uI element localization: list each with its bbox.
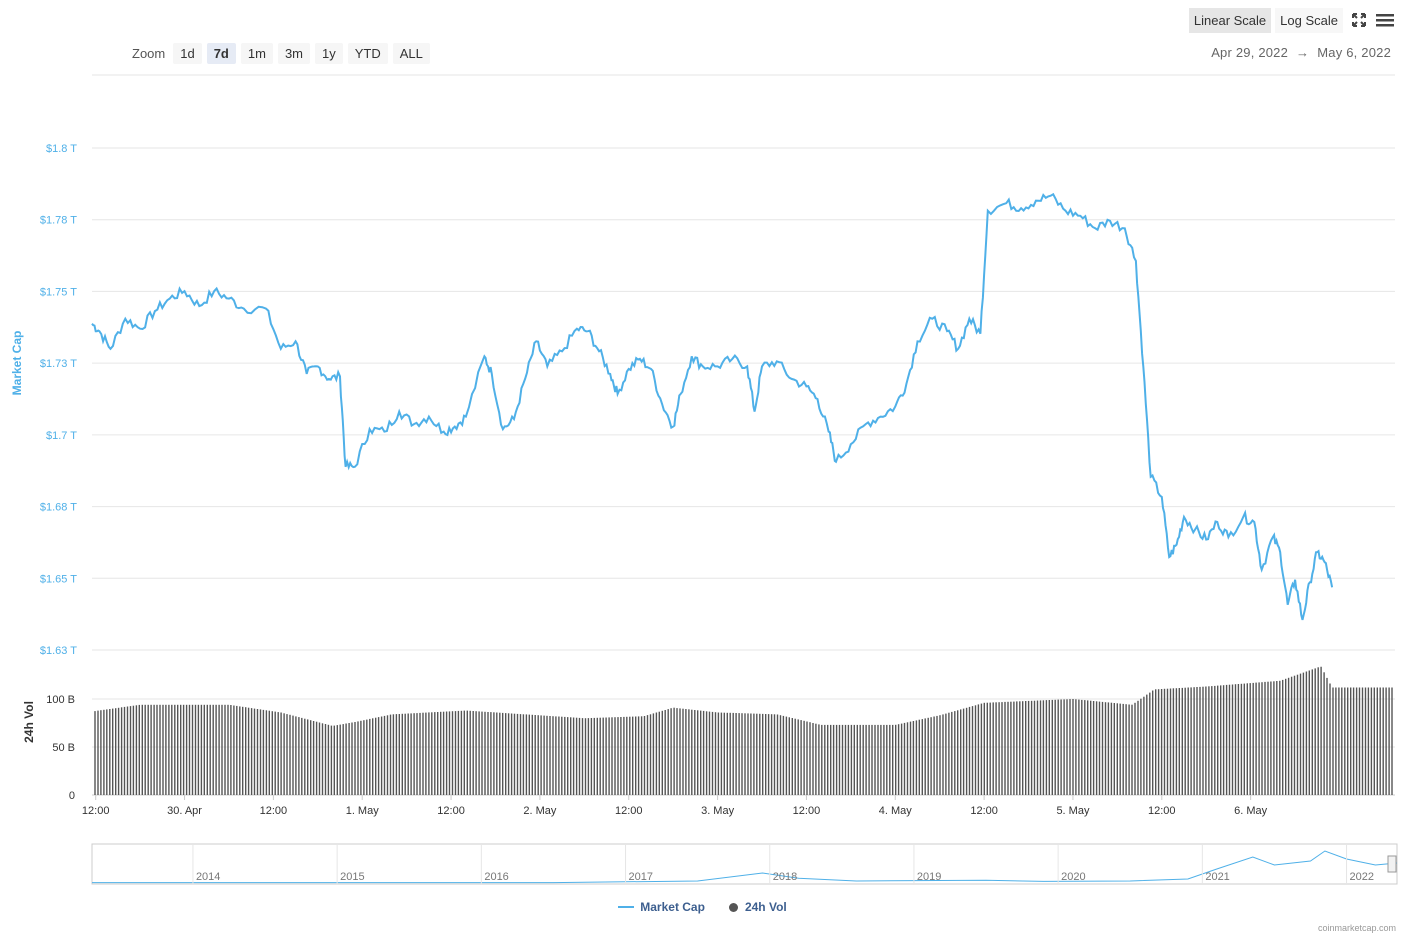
zoom-1d-button[interactable]: 1d xyxy=(173,42,202,64)
x-tick-label: 5. May xyxy=(1056,805,1090,817)
volume-tick-label: 50 B xyxy=(52,742,75,754)
volume-tick-label: 0 xyxy=(69,790,75,802)
linear-scale-button[interactable]: Linear Scale xyxy=(1188,7,1272,33)
scale-toolbar: Linear Scale Log Scale xyxy=(1185,7,1395,33)
market-cap-chart: $1.63 T $1.65 T $1.68 T $1.7 T $1.73 T $1.75 … xyxy=(10,74,1398,885)
volume-tick-label: 100 B xyxy=(46,694,75,706)
zoom-1y-button[interactable]: 1y xyxy=(315,42,343,64)
y-tick-label: $1.65 T xyxy=(40,573,77,585)
x-tick-label: 1. May xyxy=(346,805,380,817)
y-tick-label: $1.75 T xyxy=(40,286,77,298)
x-tick-label: 12:00 xyxy=(615,805,643,817)
volume-bars xyxy=(94,666,1393,795)
date-arrow: → xyxy=(1296,45,1310,60)
y-axis-label: Market Cap xyxy=(10,331,24,396)
navigator-handle[interactable] xyxy=(1387,855,1397,873)
zoom-label: Zoom xyxy=(132,45,166,61)
y-tick-label: $1.68 T xyxy=(40,502,77,514)
navigator-year-label: 2022 xyxy=(1350,871,1374,883)
x-tick-label: 12:00 xyxy=(437,805,465,817)
legend-24h-vol[interactable]: 24h Vol xyxy=(728,900,787,914)
market-cap-series-line xyxy=(91,192,1334,621)
y-tick-label: $1.73 T xyxy=(40,358,77,370)
legend-market-cap-swatch xyxy=(618,906,635,908)
x-tick-label: 12:00 xyxy=(1148,805,1176,817)
navigator-year-label: 2021 xyxy=(1205,871,1229,883)
x-tick-label: 2. May xyxy=(523,805,557,817)
legend-market-cap[interactable]: Market Cap xyxy=(618,900,705,914)
date-to[interactable]: May 6, 2022 xyxy=(1317,45,1391,60)
date-range: Apr 29, 2022 → May 6, 2022 xyxy=(1211,45,1391,60)
x-tick-label: 3. May xyxy=(701,805,735,817)
navigator-year-label: 2019 xyxy=(917,871,941,883)
navigator-line xyxy=(92,850,1398,884)
x-axis-ticks: 12:00 30. Apr 12:00 1. May 12:00 2. May 12:00 3… xyxy=(82,795,1268,817)
y-axis-ticks: $1.63 T $1.65 T $1.68 T $1.7 T $1.73 T $1.75 … xyxy=(40,143,77,657)
x-tick-label: 12:00 xyxy=(970,805,998,817)
navigator-year-label: 2016 xyxy=(484,871,508,883)
navigator[interactable]: 2014 2015 2016 2017 2018 2019 2020 2021 2022 xyxy=(91,843,1398,885)
navigator-year-label: 2018 xyxy=(773,871,797,883)
zoom-selector: Zoom 1d 7d 1m 3m 1y YTD ALL xyxy=(132,42,435,64)
y-tick-label: $1.78 T xyxy=(40,215,77,227)
x-tick-label: 12:00 xyxy=(82,805,110,817)
volume-axis-ticks: 0 50 B 100 B xyxy=(46,694,75,802)
x-tick-label: 12:00 xyxy=(793,805,821,817)
x-tick-label: 4. May xyxy=(879,805,913,817)
zoom-all-button[interactable]: ALL xyxy=(392,42,430,64)
fullscreen-icon[interactable] xyxy=(1349,10,1369,30)
credit-link[interactable]: coinmarketcap.com xyxy=(1317,923,1396,933)
grid-lines xyxy=(92,74,1395,796)
x-tick-label: 30. Apr xyxy=(167,805,202,817)
log-scale-button[interactable]: Log Scale xyxy=(1275,7,1343,33)
legend-vol-swatch xyxy=(728,902,738,912)
y-tick-label: $1.63 T xyxy=(40,645,77,657)
navigator-year-label: 2020 xyxy=(1061,871,1085,883)
x-tick-label: 12:00 xyxy=(260,805,288,817)
navigator-year-label: 2014 xyxy=(196,871,220,883)
volume-axis-label: 24h Vol xyxy=(22,701,36,743)
y-tick-label: $1.8 T xyxy=(46,143,77,155)
zoom-ytd-button[interactable]: YTD xyxy=(347,42,388,64)
date-from[interactable]: Apr 29, 2022 xyxy=(1211,45,1289,60)
x-tick-label: 6. May xyxy=(1234,805,1268,817)
zoom-3m-button[interactable]: 3m xyxy=(277,42,310,64)
y-tick-label: $1.7 T xyxy=(46,430,77,442)
menu-icon[interactable] xyxy=(1375,10,1395,30)
zoom-1m-button[interactable]: 1m xyxy=(240,42,273,64)
zoom-7d-button[interactable]: 7d xyxy=(206,42,236,64)
navigator-year-label: 2017 xyxy=(629,871,653,883)
navigator-year-label: 2015 xyxy=(340,871,364,883)
legend: Market Cap 24h Vol xyxy=(0,900,1405,914)
